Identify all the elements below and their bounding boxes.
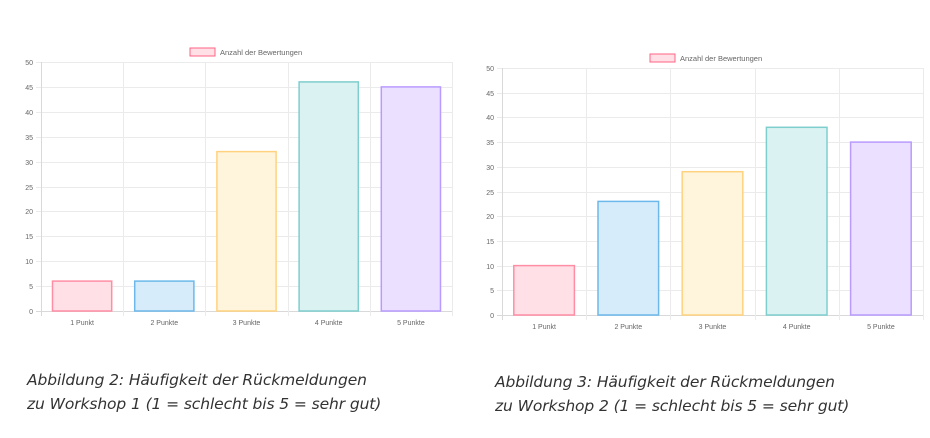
chart-workshop-1: 0 5 10 15 20 25 30 35 40 45 50 1 Punkt 2 Punkte 3 Pun… (12, 38, 453, 330)
figure-caption-1: Abbildung 2: Häufigkeit der Rückmeldunge… (27, 368, 381, 416)
y-tick-label: 10 (486, 264, 494, 271)
bar-3 (216, 150, 277, 312)
x-tick-label: 1 Punkt (70, 320, 94, 327)
x-tick-label: 1 Punkt (532, 324, 556, 331)
figure-caption-2: Abbildung 3: Häufigkeit der Rückmeldunge… (495, 370, 849, 418)
y-tick-label: 45 (25, 85, 33, 92)
y-tick-label: 5 (29, 284, 33, 291)
bar-3 (681, 170, 744, 316)
caption-line-2: zu Workshop 2 (1 = schlecht bis 5 = sehr… (495, 397, 850, 415)
legend-swatch (649, 53, 676, 63)
x-tick-label: 5 Punkte (867, 324, 895, 331)
y-tick-label: 5 (490, 288, 494, 295)
bar-5 (849, 141, 912, 316)
caption-line-1: Abbildung 2: Häufigkeit der Rückmeldunge… (27, 371, 367, 389)
y-tick-label: 10 (25, 259, 33, 266)
y-tick-label: 15 (25, 234, 33, 241)
x-tick-label: 3 Punkte (699, 324, 727, 331)
caption-line-1: Abbildung 3: Häufigkeit der Rückmeldunge… (495, 373, 835, 391)
y-tick-label: 25 (486, 190, 494, 197)
y-tick-label: 40 (486, 115, 494, 122)
chart-workshop-2: 0 5 10 15 20 25 30 35 40 45 50 1 Punkt 2 Punkte 3 Pun… (472, 44, 924, 336)
x-tick-label: 4 Punkte (315, 320, 343, 327)
x-tick-label: 5 Punkte (397, 320, 425, 327)
x-tick-label: 2 Punkte (150, 320, 178, 327)
bar-4 (765, 126, 828, 316)
y-tick-label: 25 (25, 185, 33, 192)
y-tick-label: 40 (25, 110, 33, 117)
legend-swatch (189, 47, 216, 57)
y-tick-label: 30 (486, 165, 494, 172)
bar-5 (380, 86, 442, 312)
y-tick-label: 45 (486, 91, 494, 98)
legend-label: Anzahl der Bewertungen (220, 48, 302, 57)
y-tick-label: 50 (25, 60, 33, 67)
bar-2 (597, 200, 660, 316)
y-tick-label: 35 (486, 140, 494, 147)
bar-chart-svg: 0 5 10 15 20 25 30 35 40 45 50 1 Punkt 2 Punkte 3 Pun… (486, 53, 924, 331)
bar-1 (513, 264, 576, 316)
y-tick-label: 20 (486, 214, 494, 221)
x-tick-label: 4 Punkte (783, 324, 811, 331)
bar-1 (51, 280, 113, 312)
y-tick-label: 20 (25, 209, 33, 216)
x-tick-label: 3 Punkte (233, 320, 261, 327)
caption-line-2: zu Workshop 1 (1 = schlecht bis 5 = sehr… (27, 395, 382, 413)
bar-2 (133, 280, 195, 312)
y-tick-label: 0 (490, 313, 494, 320)
y-tick-label: 50 (486, 66, 494, 73)
legend-label: Anzahl der Bewertungen (680, 54, 762, 63)
y-tick-label: 0 (29, 309, 33, 316)
x-tick-label: 2 Punkte (614, 324, 642, 331)
y-tick-label: 15 (486, 239, 494, 246)
bar-chart-svg: 0 5 10 15 20 25 30 35 40 45 50 1 Punkt 2 Punkte 3 Pun… (25, 47, 453, 327)
y-tick-label: 30 (25, 160, 33, 167)
bar-4 (298, 81, 360, 312)
y-tick-label: 35 (25, 135, 33, 142)
